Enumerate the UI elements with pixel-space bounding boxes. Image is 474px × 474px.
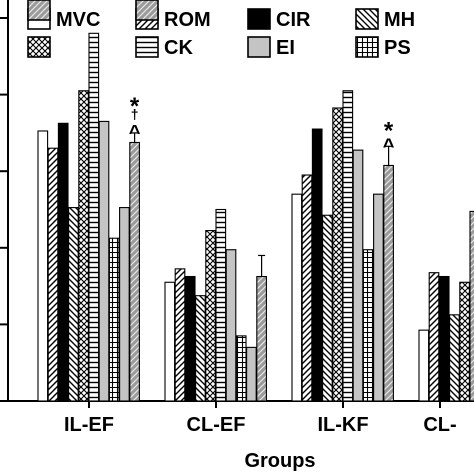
bar-cl-ef-jra	[256, 275, 267, 402]
bars	[37, 32, 474, 402]
legend-label-ei: EI	[276, 37, 295, 59]
x-tick-label-il-kf: IL-KF	[317, 414, 368, 436]
legend-label-rom: ROM	[164, 9, 211, 31]
bar-il-ef-mvc	[37, 130, 49, 402]
legend-swatch-cir	[247, 8, 271, 30]
bar-cl-ef-series-9	[246, 346, 257, 402]
bar-il-kf-mvc	[291, 193, 303, 402]
legend-swatch-ck	[135, 36, 159, 58]
bar-cl-rom	[428, 272, 440, 402]
bar-il-ef-cir	[57, 122, 69, 402]
bar-il-ef-mh	[68, 207, 79, 402]
bar-cl-ef-rom	[174, 268, 186, 402]
bar-cl-ef-mvc	[164, 281, 176, 402]
bar-il-ef-series-5	[78, 90, 89, 402]
bar-cl-cir	[438, 275, 450, 402]
annotation-il-ef-3: ^	[129, 122, 141, 144]
legend-label-cir: CIR	[276, 9, 311, 31]
legend-label-ck: CK	[164, 37, 193, 59]
legend-label-mh: MH	[384, 9, 415, 31]
bar-il-kf-mh	[322, 214, 333, 402]
bar-cl-ef-ck	[215, 208, 227, 402]
annotation-il-kf-1: *	[384, 117, 394, 144]
legend-swatch-jra	[27, 0, 51, 21]
bar-il-ef-rom	[47, 147, 59, 402]
legend-swatch-mh	[355, 8, 379, 30]
labels: IL-EF CL-EF IL-KF CL-Groups*†^ *^	[64, 93, 457, 472]
bar-il-kf-ps	[362, 249, 374, 402]
bar-il-ef-series-9	[119, 207, 130, 402]
bar-il-ef-jra	[129, 141, 140, 402]
bar-cl-ef-ei	[225, 249, 237, 402]
bar-il-kf-ei	[352, 149, 364, 402]
legend-label-ps: PS	[384, 37, 411, 59]
bar-il-ef-ck	[88, 32, 100, 402]
bar-cl-mvc	[418, 329, 430, 402]
bar-il-ef-ei	[98, 120, 110, 402]
bar-cl-series-5	[459, 281, 470, 402]
bar-il-kf-ck	[342, 90, 354, 402]
annotation-il-ef-1: *	[130, 93, 140, 120]
bar-cl-ef-cir	[184, 275, 196, 402]
annotation-il-ef-2: †	[131, 106, 139, 122]
bar-il-kf-cir	[311, 128, 323, 402]
bar-cl-ef-series-5	[205, 230, 216, 402]
x-tick-label-cl: CL-	[423, 414, 456, 436]
legend-swatch-item-10	[135, 0, 159, 21]
bar-cl-ef-ps	[235, 335, 247, 402]
bar-cl-mh	[449, 314, 460, 402]
legend-swatch-item-5	[27, 36, 51, 58]
x-tick-label-il-ef: IL-EF	[64, 414, 114, 436]
annotation-il-kf-2: ^	[383, 135, 395, 157]
bar-il-ef-ps	[108, 237, 120, 402]
bar-il-kf-jra	[383, 164, 394, 402]
bar-il-kf-series-5	[332, 107, 343, 402]
bar-il-kf-series-9	[373, 193, 384, 402]
bar-cl-jra	[469, 210, 474, 402]
legend-label-mvc: MVC	[56, 9, 100, 31]
x-tick-label-cl-ef: CL-EF	[187, 414, 246, 436]
bar-il-kf-rom	[301, 174, 313, 402]
legend-swatch-ei	[247, 36, 271, 58]
legend-swatch-ps	[355, 36, 379, 58]
x-axis-title: Groups	[244, 450, 315, 472]
legend: MVC ROM CIR MH CK EI PS JRA	[27, 0, 415, 59]
bar-cl-ef-mh	[195, 295, 206, 402]
legend-label-jra: JRA	[56, 0, 96, 5]
